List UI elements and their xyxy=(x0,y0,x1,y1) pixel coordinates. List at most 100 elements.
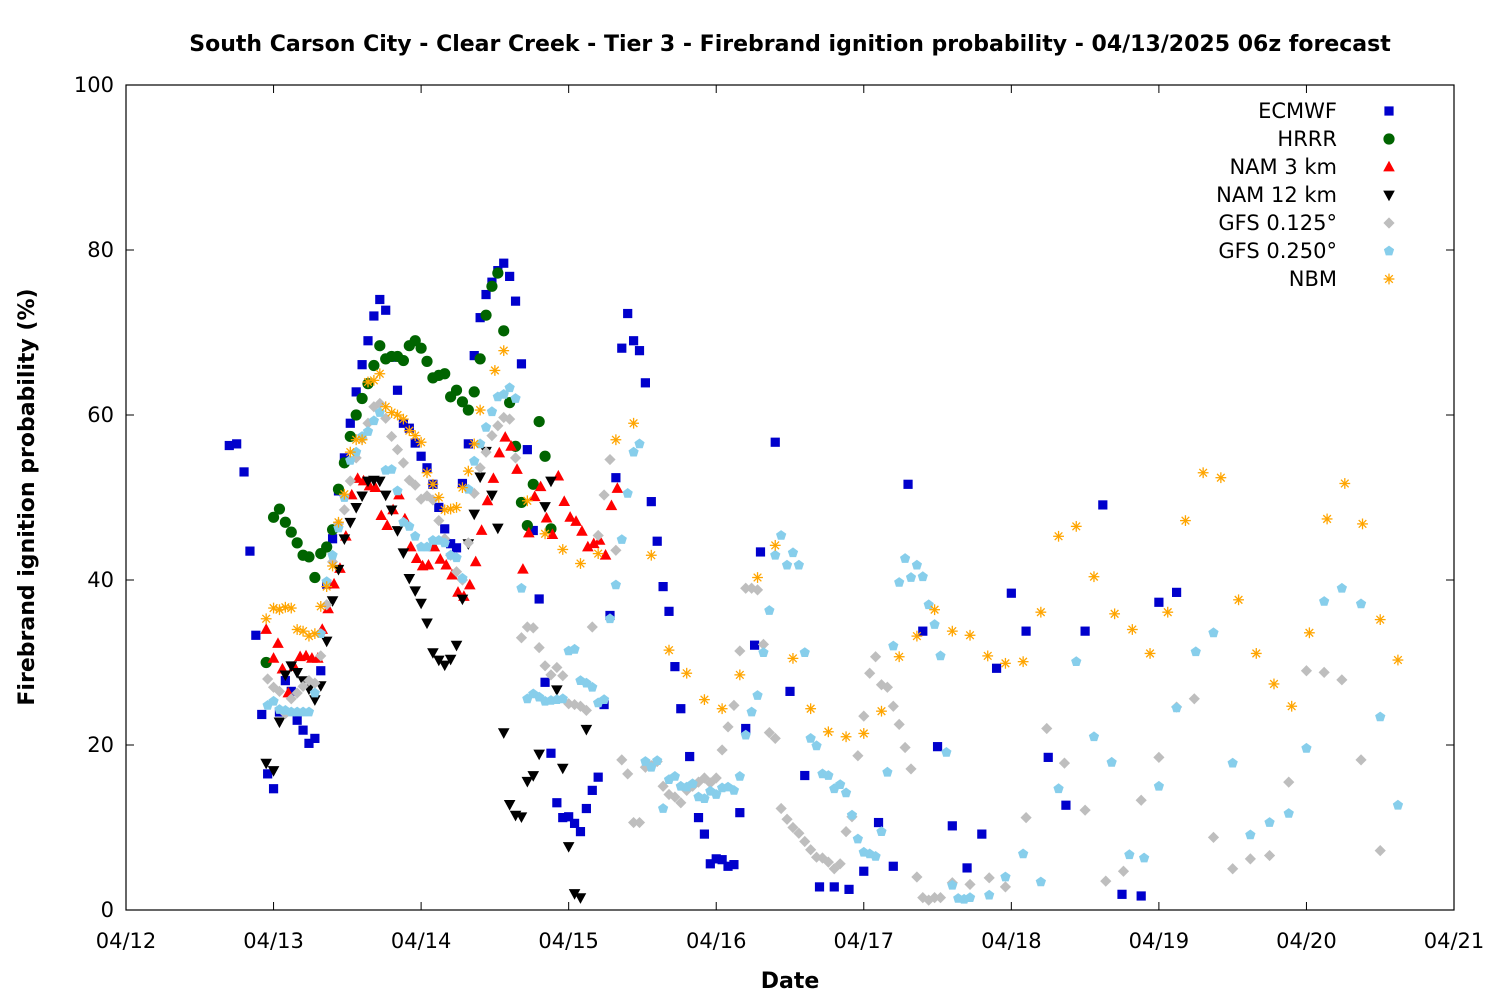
data-point xyxy=(1035,876,1046,887)
data-point xyxy=(711,854,721,864)
data-point xyxy=(669,791,681,803)
data-point xyxy=(1197,467,1209,479)
data-point xyxy=(373,476,386,488)
data-point xyxy=(728,699,740,711)
data-point xyxy=(710,772,722,784)
data-point xyxy=(870,851,881,861)
data-point xyxy=(793,559,804,570)
data-point xyxy=(681,667,693,679)
data-point xyxy=(498,345,510,357)
x-tick-label: 04/20 xyxy=(1276,929,1337,953)
data-point xyxy=(474,472,486,484)
data-point xyxy=(899,741,911,754)
data-point xyxy=(499,258,509,268)
data-point xyxy=(469,455,480,466)
data-point xyxy=(569,643,580,654)
data-point xyxy=(1098,500,1108,510)
data-point xyxy=(811,740,822,751)
data-point xyxy=(814,882,825,892)
data-point xyxy=(716,703,728,715)
data-point xyxy=(533,749,545,761)
data-point xyxy=(450,566,463,578)
data-point xyxy=(232,439,242,449)
data-point xyxy=(321,541,333,553)
data-point xyxy=(1079,804,1091,816)
data-point xyxy=(604,613,616,624)
data-point xyxy=(321,599,333,611)
data-point xyxy=(557,693,568,704)
data-point xyxy=(273,717,286,729)
data-point xyxy=(469,555,482,567)
data-point xyxy=(251,630,261,640)
data-point xyxy=(787,821,799,834)
data-point xyxy=(757,638,770,650)
data-point xyxy=(504,382,515,393)
data-point xyxy=(356,392,368,405)
data-point xyxy=(285,602,297,614)
data-point xyxy=(664,606,674,616)
data-point xyxy=(515,632,528,644)
data-point xyxy=(303,551,315,563)
data-point xyxy=(403,573,416,585)
legend-label: GFS 0.125° xyxy=(1218,211,1337,235)
data-point xyxy=(735,808,745,818)
data-point xyxy=(440,558,452,570)
data-point xyxy=(463,439,473,449)
y-tick-label: 80 xyxy=(87,238,114,262)
data-point xyxy=(345,418,355,428)
data-point xyxy=(415,493,427,505)
data-point xyxy=(1301,742,1312,753)
data-point xyxy=(652,755,663,765)
data-point xyxy=(527,771,540,782)
data-point xyxy=(693,813,704,823)
data-point xyxy=(699,829,710,839)
data-point xyxy=(881,681,893,693)
data-point xyxy=(398,413,409,425)
data-point xyxy=(450,640,463,652)
data-point xyxy=(1117,889,1127,899)
data-point xyxy=(1227,863,1239,875)
data-point xyxy=(645,549,657,561)
legend-marker xyxy=(1383,273,1395,285)
data-point xyxy=(568,889,581,900)
data-point xyxy=(321,581,333,592)
data-point xyxy=(564,812,574,822)
data-point xyxy=(623,308,633,319)
data-point xyxy=(1321,513,1333,525)
data-point xyxy=(1357,518,1368,530)
data-point xyxy=(741,723,751,734)
data-point xyxy=(457,482,468,493)
data-point xyxy=(1061,800,1071,810)
data-point xyxy=(604,453,616,466)
data-point xyxy=(297,625,309,637)
data-point xyxy=(740,582,752,594)
data-point xyxy=(640,378,650,388)
data-point xyxy=(964,629,976,641)
series-gfs-0-250 xyxy=(262,382,1404,904)
data-point xyxy=(793,827,805,839)
data-point xyxy=(569,818,580,828)
data-point xyxy=(1244,853,1256,865)
data-point xyxy=(474,404,486,416)
data-point xyxy=(245,546,255,556)
data-point xyxy=(628,417,639,429)
data-point xyxy=(580,704,592,716)
data-point xyxy=(935,650,946,661)
legend-label: NBM xyxy=(1289,267,1337,291)
data-point xyxy=(462,465,474,477)
data-point xyxy=(634,438,645,449)
data-point xyxy=(392,409,403,421)
data-point xyxy=(369,481,382,492)
data-point xyxy=(622,488,633,498)
data-point xyxy=(469,351,479,361)
data-point xyxy=(450,384,463,396)
data-point xyxy=(369,311,379,321)
data-point xyxy=(527,478,539,490)
data-point xyxy=(344,517,357,529)
data-point xyxy=(533,416,545,428)
data-point xyxy=(487,472,500,483)
data-point xyxy=(427,648,439,659)
data-point xyxy=(332,564,345,576)
data-point xyxy=(1058,757,1071,769)
data-point xyxy=(858,728,870,739)
